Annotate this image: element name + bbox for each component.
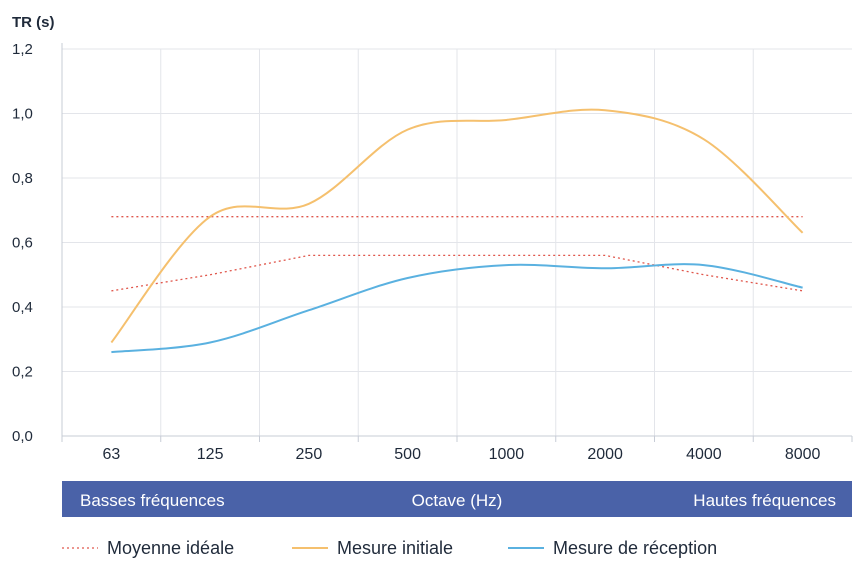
x-tick-label: 250 (296, 446, 323, 463)
y-tick-label: 0,2 (12, 364, 33, 381)
series-line-moyenne-ideale-1 (111, 254, 803, 292)
x-tick-label: 500 (394, 446, 421, 463)
y-tick-label: 0,0 (12, 428, 33, 445)
legend-label: Moyenne idéale (107, 538, 234, 558)
y-tick-label: 1,2 (12, 41, 33, 58)
legend: Moyenne idéale Mesure initiale Mesure de r… (62, 538, 717, 558)
legend-label: Mesure de réception (553, 538, 717, 558)
x-tick-label: 8000 (785, 446, 821, 463)
x-tick-label: 125 (197, 446, 224, 463)
y-axis-label: TR (s) (12, 14, 55, 31)
series-lines (110, 108, 804, 354)
band-label-center: Octave (Hz) (412, 491, 503, 510)
x-tick-label: 63 (102, 446, 120, 463)
frequency-band: Basses fréquences Octave (Hz) Hautes fré… (62, 481, 852, 517)
band-label-right: Hautes fréquences (693, 491, 836, 510)
y-tick-label: 0,8 (12, 170, 33, 187)
frequency-band-bar (62, 481, 852, 517)
series-line-mesure-de-reception-3 (111, 263, 803, 354)
y-tick-label: 1,0 (12, 106, 33, 123)
legend-label: Mesure initiale (337, 538, 453, 558)
series-line-mesure-initiale-2 (110, 108, 804, 344)
y-tick-label: 0,6 (12, 235, 33, 252)
x-tick-label: 2000 (587, 446, 623, 463)
y-tick-label: 0,4 (12, 299, 33, 316)
grid (62, 48, 852, 436)
x-tick-label: 4000 (686, 446, 722, 463)
band-label-left: Basses fréquences (80, 491, 225, 510)
x-tick-label: 1000 (489, 446, 525, 463)
axes: 0,0 0,2 0,4 0,6 0,8 1,0 1,2 63 125 250 500 1000 2000… (12, 41, 853, 463)
